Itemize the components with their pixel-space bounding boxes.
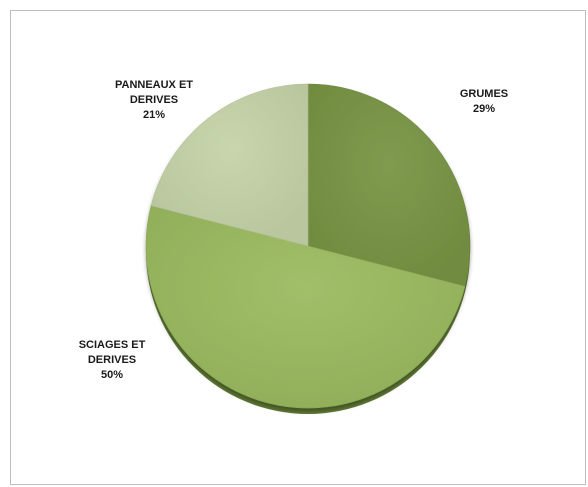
pie-label-line: DERIVES (130, 94, 178, 106)
pie-label-0: GRUMES 29% (460, 88, 508, 115)
pie-slice-sheen-0 (308, 84, 471, 287)
pie-slice-sheen-1 (145, 205, 465, 409)
pie-label-line: SCIAGES ET (79, 339, 146, 351)
pie-label-line: DERIVES (88, 354, 136, 366)
pie-label-percent: 29% (473, 103, 495, 115)
pie-label-2: PANNEAUX ET DERIVES 21% (115, 79, 193, 121)
pie-label-line: GRUMES (460, 88, 508, 100)
pie-label-1: SCIAGES ET DERIVES 50% (79, 339, 146, 381)
pie-label-percent: 21% (143, 109, 165, 121)
pie-slice-sheen-2 (151, 84, 308, 246)
pie-label-line: PANNEAUX ET (115, 79, 193, 91)
pie-label-percent: 50% (101, 369, 123, 381)
